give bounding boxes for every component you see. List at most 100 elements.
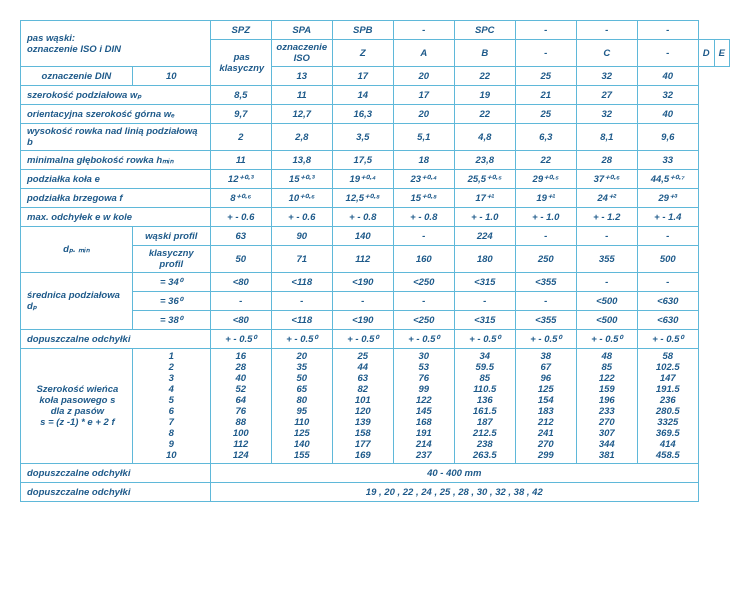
cell: <250 [393,273,454,292]
cell: 22 [454,67,515,86]
row-podzialka-f: podziałka brzegowa f 8⁺⁰·⁶ 10⁺⁰·⁶ 12,5⁺⁰… [21,189,730,208]
row-label: dopuszczalne odchyłki [21,483,211,502]
cell: + - 1.0 [515,208,576,227]
cell: + - 0.5⁰ [515,330,576,349]
cell: 32 [637,86,698,105]
cell: + - 0.5⁰ [637,330,698,349]
cell: <630 [637,292,698,311]
cell: 2,8 [271,124,332,151]
cell: 15⁺⁰·⁸ [393,189,454,208]
cell: C [576,40,637,67]
wience-c7: 58102.5147191.5236280.53325369.5414458.5 [637,349,698,464]
cell: 50 [210,246,271,273]
cell: 14 [332,86,393,105]
cell: 22 [454,105,515,124]
cell: 355 [576,246,637,273]
cell: 5,1 [393,124,454,151]
cell: 11 [271,86,332,105]
wience-label2: koła pasowego s [39,395,115,406]
cell: 13,8 [271,151,332,170]
col-dash3: - [576,21,637,40]
row-dop2: dopuszczalne odchyłki 40 - 400 mm [21,464,730,483]
cell: 28 [576,151,637,170]
wience-c6: 4885122159196233270307344381 [576,349,637,464]
cell: + - 0.5⁰ [454,330,515,349]
klasyczny-label: klasyczny profil [132,246,210,273]
cell: + - 0.5⁰ [576,330,637,349]
cell: 17,5 [332,151,393,170]
cell: 180 [454,246,515,273]
cell: 2 [210,124,271,151]
belt-spec-table: pas wąski: oznaczenie ISO i DIN SPZ SPA … [20,20,730,502]
cell: 140 [332,227,393,246]
cell: 33 [637,151,698,170]
srednica-label: średnica podziałowa dₚ [21,273,133,330]
cell: Z [332,40,393,67]
wience-label3: dla z pasów [51,406,104,417]
cell: 11 [210,151,271,170]
dop3-value: 19 , 20 , 22 , 24 , 25 , 28 , 30 , 32 , … [210,483,698,502]
col-dash: - [393,21,454,40]
cell: 15⁺⁰·³ [271,170,332,189]
cell: 27 [576,86,637,105]
cell: + - 0.8 [393,208,454,227]
cell: 224 [454,227,515,246]
cell: <118 [271,311,332,330]
cell: - [576,273,637,292]
cell: 22 [515,151,576,170]
wience-n-col: 12345678910 [132,349,210,464]
cell: 44,5⁺⁰·⁷ [637,170,698,189]
row-szerokosc: szerokość podziałowa wₚ 8,5 11 14 17 19 … [21,86,730,105]
col-spc: SPC [454,21,515,40]
cell: 32 [576,67,637,86]
cell: 29⁺³ [637,189,698,208]
angle-label: = 38⁰ [132,311,210,330]
cell: + - 0.8 [332,208,393,227]
cell: <500 [576,292,637,311]
header-row-3: oznaczenie DIN 10 13 17 20 22 25 32 40 [21,67,730,86]
cell: <630 [637,311,698,330]
cell: - [515,227,576,246]
cell: + - 1.0 [454,208,515,227]
row-label: orientacyjna szerokość górna wₑ [21,105,211,124]
cell: <190 [332,311,393,330]
dpmin-label: dₚ. ₘᵢₙ [21,227,133,273]
cell: - [637,40,698,67]
row-label: minimalna głębokość rowka hₘᵢₙ [21,151,211,170]
row-label: podziałka koła e [21,170,211,189]
col-dash4: - [637,21,698,40]
dop2-value: 40 - 400 mm [210,464,698,483]
cell: 17 [393,86,454,105]
cell: - [515,40,576,67]
cell: 40 [637,105,698,124]
cell: 17 [332,67,393,86]
cell: 10⁺⁰·⁶ [271,189,332,208]
cell: 16,3 [332,105,393,124]
cell: 63 [210,227,271,246]
cell: 19⁺¹ [515,189,576,208]
cell: 12,5⁺⁰·⁸ [332,189,393,208]
row-srednica-34: średnica podziałowa dₚ = 34⁰ <80 <118 <1… [21,273,730,292]
row-wience: Szerokość wieńca koła pasowego s dla z p… [21,349,730,464]
cell: + - 0.5⁰ [393,330,454,349]
row-label: podziałka brzegowa f [21,189,211,208]
row-orientacyjna: orientacyjna szerokość górna wₑ 9,7 12,7… [21,105,730,124]
cell: 12,7 [271,105,332,124]
cell: 20 [393,105,454,124]
wience-c5: 386796125154183212241270299 [515,349,576,464]
cell: + - 1.4 [637,208,698,227]
cell: + - 0.6 [210,208,271,227]
cell: - [454,292,515,311]
cell: 12⁺⁰·³ [210,170,271,189]
cell: 37⁺⁰·⁶ [576,170,637,189]
cell: 18 [393,151,454,170]
cell: + - 0.5⁰ [271,330,332,349]
cell: 25,5⁺⁰·⁵ [454,170,515,189]
row-max-odchylek: max. odchyłek e w kole + - 0.6 + - 0.6 +… [21,208,730,227]
row-label: dopuszczalne odchyłki [21,464,211,483]
cell: B [454,40,515,67]
angle-label: = 34⁰ [132,273,210,292]
wience-c0: 16284052647688100112124 [210,349,271,464]
cell: 23,8 [454,151,515,170]
cell: D [698,40,714,67]
